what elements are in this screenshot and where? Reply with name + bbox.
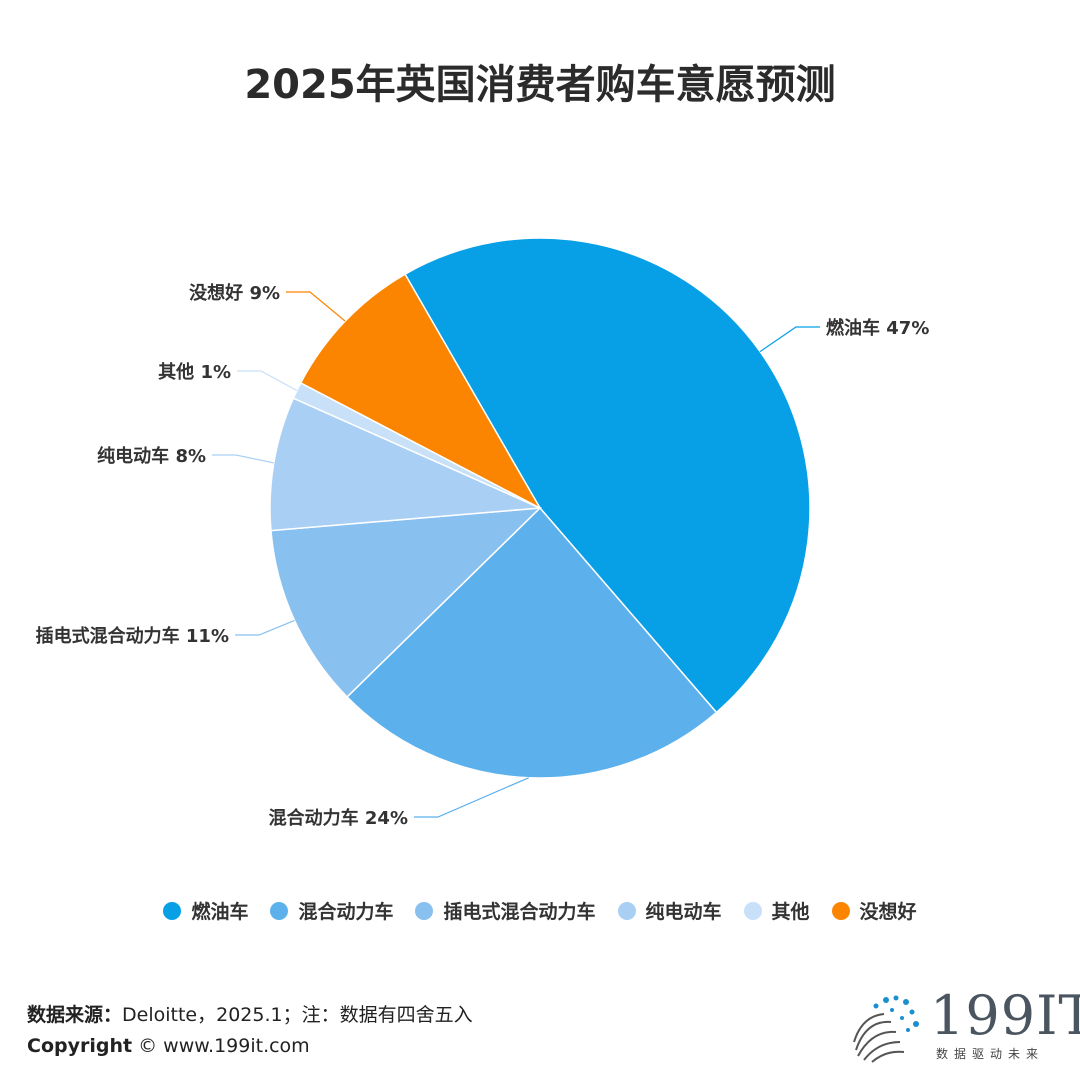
leader-line-0 xyxy=(759,326,820,353)
legend-label: 混合动力车 xyxy=(298,901,394,923)
legend-item-2: 插电式混合动力车 xyxy=(415,897,596,924)
legend-item-1: 混合动力车 xyxy=(270,897,393,924)
legend-marker-icon xyxy=(831,901,850,920)
copyright-label: Copyright xyxy=(27,1035,133,1057)
data-label-1: 混合动力车 24% xyxy=(269,807,408,829)
legend-item-0: 燃油车 xyxy=(163,897,248,924)
leader-line-5 xyxy=(286,291,346,322)
legend-marker-icon xyxy=(270,901,289,920)
leader-line-2 xyxy=(235,619,295,636)
copyright: Copyright © www.199it.com xyxy=(27,1035,310,1057)
legend-marker-icon xyxy=(743,901,762,920)
chart-title: 2025年英国消费者购车意愿预测 xyxy=(244,62,836,108)
data-label-3: 纯电动车 8% xyxy=(97,445,206,467)
legend-marker-icon xyxy=(617,901,636,920)
brand-logo: 199IT 数据驱动未来 xyxy=(846,984,1080,1065)
copyright-text: © www.199it.com xyxy=(138,1035,310,1057)
legend-label: 插电式混合动力车 xyxy=(443,901,596,923)
chart-legend: 燃油车 混合动力车 插电式混合动力车 纯电动车 其他 没想好 xyxy=(0,897,1080,924)
logo-tagline: 数据驱动未来 xyxy=(936,1047,1045,1061)
leader-line-1 xyxy=(414,777,529,818)
logo-text: 199IT xyxy=(930,984,1080,1047)
data-label-0: 燃油车 47% xyxy=(826,317,929,339)
legend-label: 燃油车 xyxy=(191,901,249,923)
source-text: Deloitte，2025.1；注：数据有四舍五入 xyxy=(122,1004,473,1026)
data-label-2: 插电式混合动力车 11% xyxy=(36,625,229,647)
legend-label: 纯电动车 xyxy=(645,901,722,923)
legend-marker-icon xyxy=(163,901,182,920)
leader-line-4 xyxy=(237,370,298,392)
data-source: 数据来源：Deloitte，2025.1；注：数据有四舍五入 xyxy=(27,1000,473,1027)
leader-line-3 xyxy=(212,454,274,464)
legend-item-5: 没想好 xyxy=(831,897,917,924)
data-label-5: 没想好 9% xyxy=(189,282,280,304)
pie-slice-3 xyxy=(269,397,541,532)
legend-label: 其他 xyxy=(771,901,810,923)
data-label-4: 其他 1% xyxy=(158,361,231,383)
source-label: 数据来源： xyxy=(27,1004,123,1026)
legend-item-3: 纯电动车 xyxy=(617,897,722,924)
logo-dots-icon xyxy=(853,995,919,1063)
legend-item-4: 其他 xyxy=(743,897,810,924)
legend-label: 没想好 xyxy=(859,901,917,923)
legend-marker-icon xyxy=(415,901,434,920)
pie-chart: 燃油车 47% 混合动力车 24% 插电式混合动力车 11% 纯电动车 8% 其他 1%… xyxy=(36,237,929,829)
pie-slice-0 xyxy=(403,237,811,714)
